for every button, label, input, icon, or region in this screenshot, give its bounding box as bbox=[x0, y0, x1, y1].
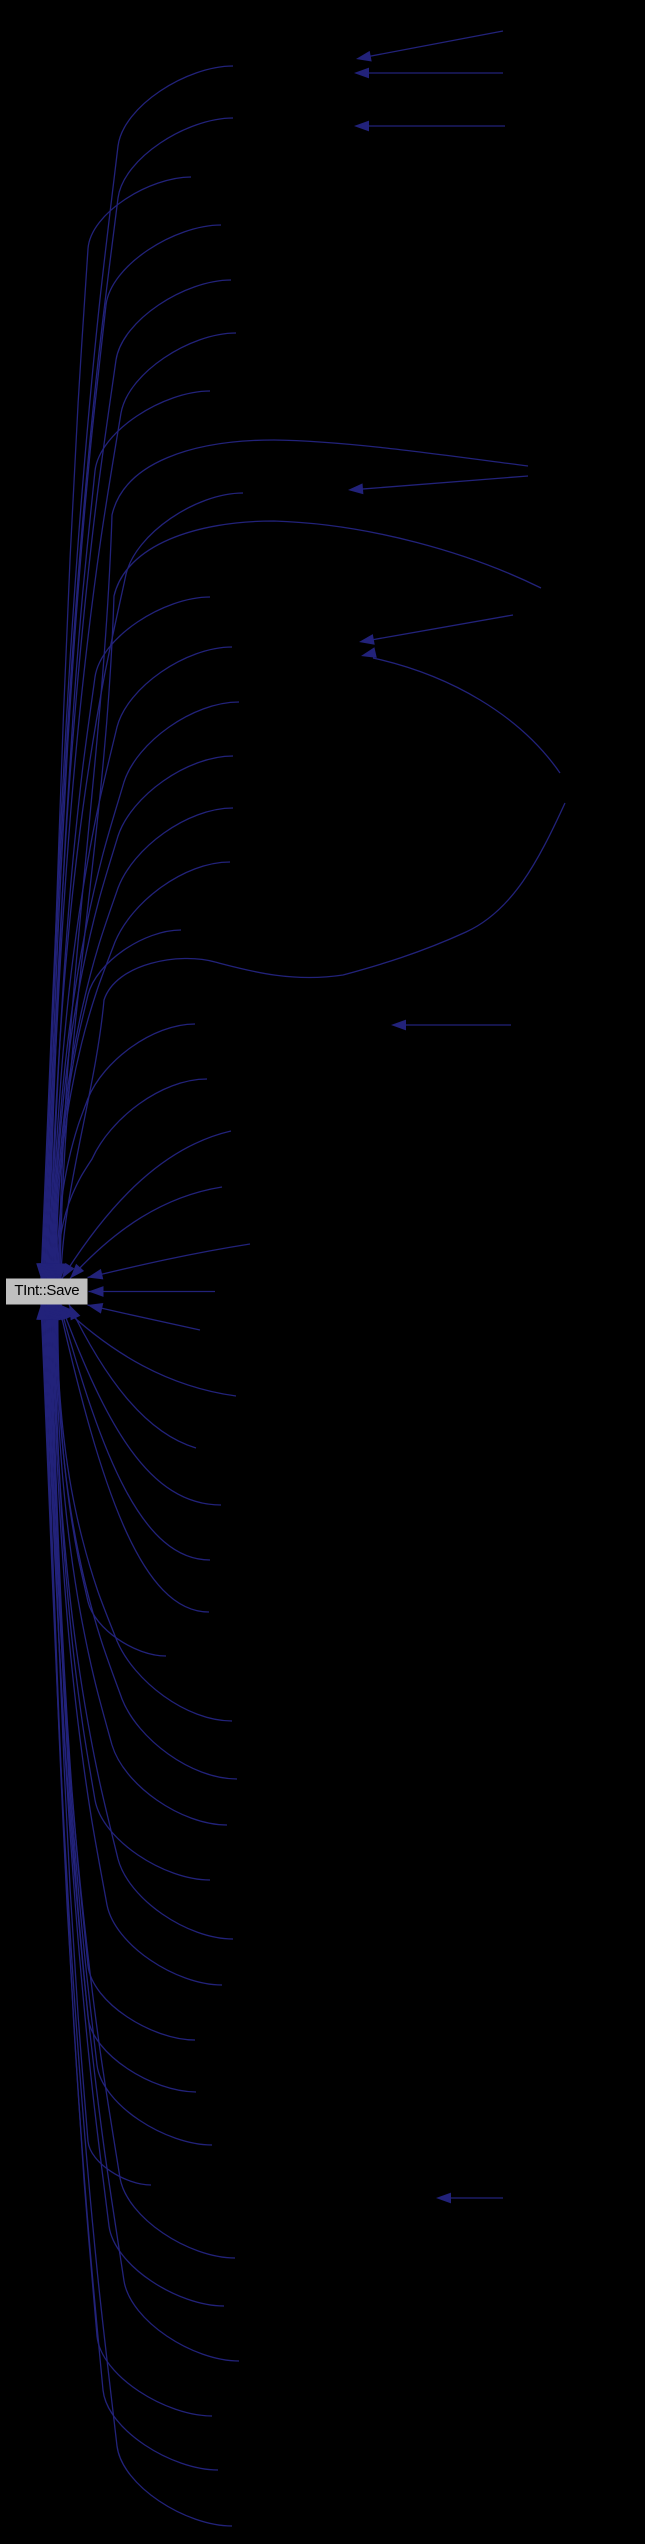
svg-text:TInt::Save: TInt::Save bbox=[14, 1282, 79, 1299]
